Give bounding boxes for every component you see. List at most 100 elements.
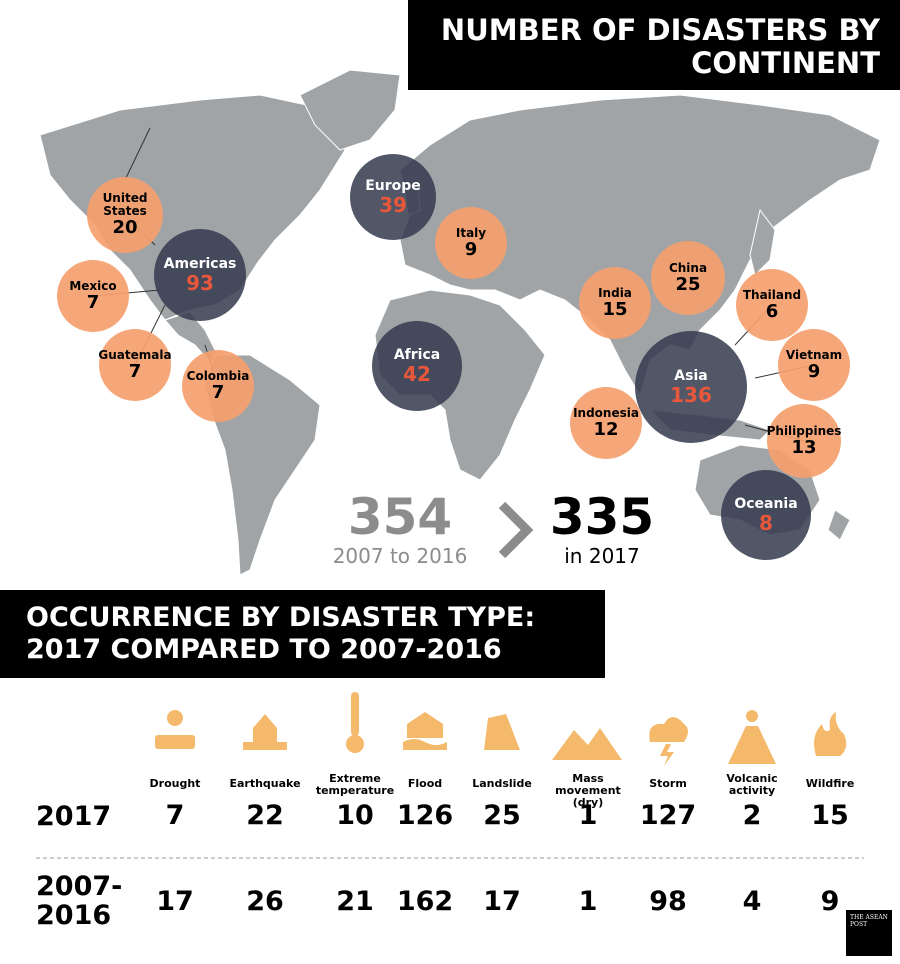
bubble-label-group: Mexico 7 (57, 260, 129, 332)
table-cell: 26 (246, 886, 284, 917)
country-bubble (579, 267, 651, 339)
column-header: Landslide (472, 777, 532, 790)
icon-landslide (484, 714, 520, 750)
bubble-value: 42 (403, 362, 431, 386)
greenland (299, 69, 401, 151)
bubble-value: 39 (379, 193, 407, 217)
table-cell: 127 (639, 800, 697, 831)
table-cell: 22 (246, 800, 284, 831)
column-header: Flood (407, 777, 443, 790)
icon-storm (660, 744, 674, 766)
bubble-value: 15 (602, 298, 628, 320)
bubble-label: Guatemala (98, 347, 172, 362)
icon-thermometer (351, 692, 359, 736)
bubble-value: 8 (759, 511, 773, 535)
bubble-label: Mexico (69, 278, 117, 293)
country-bubble (570, 387, 642, 459)
bubble-label: Thailand (742, 287, 802, 302)
table-cell: 98 (649, 886, 687, 917)
section-title: OCCURRENCE BY DISASTER TYPE: 2017 COMPAR… (0, 590, 605, 678)
country-bubble (435, 207, 507, 279)
bubble-value: 13 (791, 436, 817, 458)
table-cell: 7 (165, 800, 185, 831)
country-bubble (651, 241, 725, 315)
bubble-label-group: Europe 39 (350, 154, 436, 240)
country-bubble (99, 329, 171, 401)
icon-thermometer (346, 735, 364, 753)
bubble-value: 25 (675, 273, 701, 295)
bubble-label: Colombia (186, 368, 250, 383)
bubble-label-group: Oceania 8 (721, 470, 811, 560)
country-bubble (57, 260, 129, 332)
bubble-label-group: Vietnam 9 (778, 329, 850, 401)
table-cell: 21 (336, 886, 374, 917)
bubble-label-group: China 25 (651, 241, 725, 315)
bubble-label: Americas (163, 256, 237, 272)
continent-bubble (721, 470, 811, 560)
table-cell: 15 (811, 800, 849, 831)
bubble-label-group: Indonesia 12 (570, 387, 642, 459)
table-cell: 1 (578, 886, 598, 917)
total-before-label: 2007 to 2016 (332, 544, 468, 568)
table-cell: 17 (483, 886, 521, 917)
bubble-label: Africa (393, 347, 441, 363)
continent-bubble (372, 321, 462, 411)
bubble-label-group: United States 20 (87, 177, 163, 253)
table-cell: 126 (396, 800, 454, 831)
icon-volcano (728, 726, 776, 764)
country-bubble (778, 329, 850, 401)
bubble-value: 9 (807, 360, 821, 382)
continent-bubble (154, 229, 246, 321)
header-title: NUMBER OF DISASTERS BY CONTINENT (408, 0, 900, 90)
column-header: Storm (649, 777, 687, 790)
new-zealand (827, 509, 851, 541)
country-bubble (736, 269, 808, 341)
continent-bubble (635, 331, 747, 443)
bubble-label-group: India 15 (579, 267, 651, 339)
column-header: Wildfire (805, 777, 855, 790)
bubble-value: 20 (112, 217, 138, 238)
bubble-label: Asia (674, 368, 708, 384)
bubble-label-group: Guatemala 7 (98, 329, 172, 401)
bubble-label: Vietnam (785, 347, 843, 362)
row-label: 2017 (36, 801, 112, 832)
icon-fire (814, 712, 847, 756)
icon-storm (649, 717, 688, 742)
country-bubble (182, 350, 254, 422)
bubble-label-group: Thailand 6 (736, 269, 808, 341)
bubble-label: United States (102, 191, 148, 218)
chevron (498, 501, 534, 559)
table-cell: 2 (742, 800, 762, 831)
bubble-value: 7 (128, 360, 142, 382)
column-header: Earthquake (229, 777, 301, 790)
bubble-value: 12 (593, 418, 619, 440)
row-label: 2007-2016 (36, 871, 123, 931)
bubble-label-group: Americas 93 (154, 229, 246, 321)
bubble-label-group: Africa 42 (372, 321, 462, 411)
bubble-value: 6 (765, 300, 779, 322)
bubble-value: 93 (186, 271, 214, 295)
column-header: Drought (149, 777, 201, 790)
total-before-value: 354 (347, 488, 453, 546)
bubble-label: China (668, 260, 708, 275)
table-cell: 17 (156, 886, 194, 917)
table-cell: 1 (578, 800, 598, 831)
icon-flood (403, 712, 447, 750)
bubble-label-group: Colombia 7 (182, 350, 254, 422)
icon-mountains (552, 728, 622, 760)
japan (749, 208, 776, 276)
total-after-value: 335 (549, 488, 655, 546)
bubble-value: 136 (670, 383, 712, 407)
bubble-label-group: Italy 9 (435, 207, 507, 279)
bubble-value: 7 (86, 291, 100, 313)
table-cell: 4 (742, 886, 762, 917)
bubble-value: 9 (464, 238, 478, 260)
table-cell: 25 (483, 800, 521, 831)
bubble-label-group: Philippines 13 (767, 404, 842, 478)
table-cell: 10 (336, 800, 374, 831)
icon-earthquake (243, 714, 287, 750)
bubble-label-group: Asia 136 (635, 331, 747, 443)
table-cell: 9 (820, 886, 840, 917)
